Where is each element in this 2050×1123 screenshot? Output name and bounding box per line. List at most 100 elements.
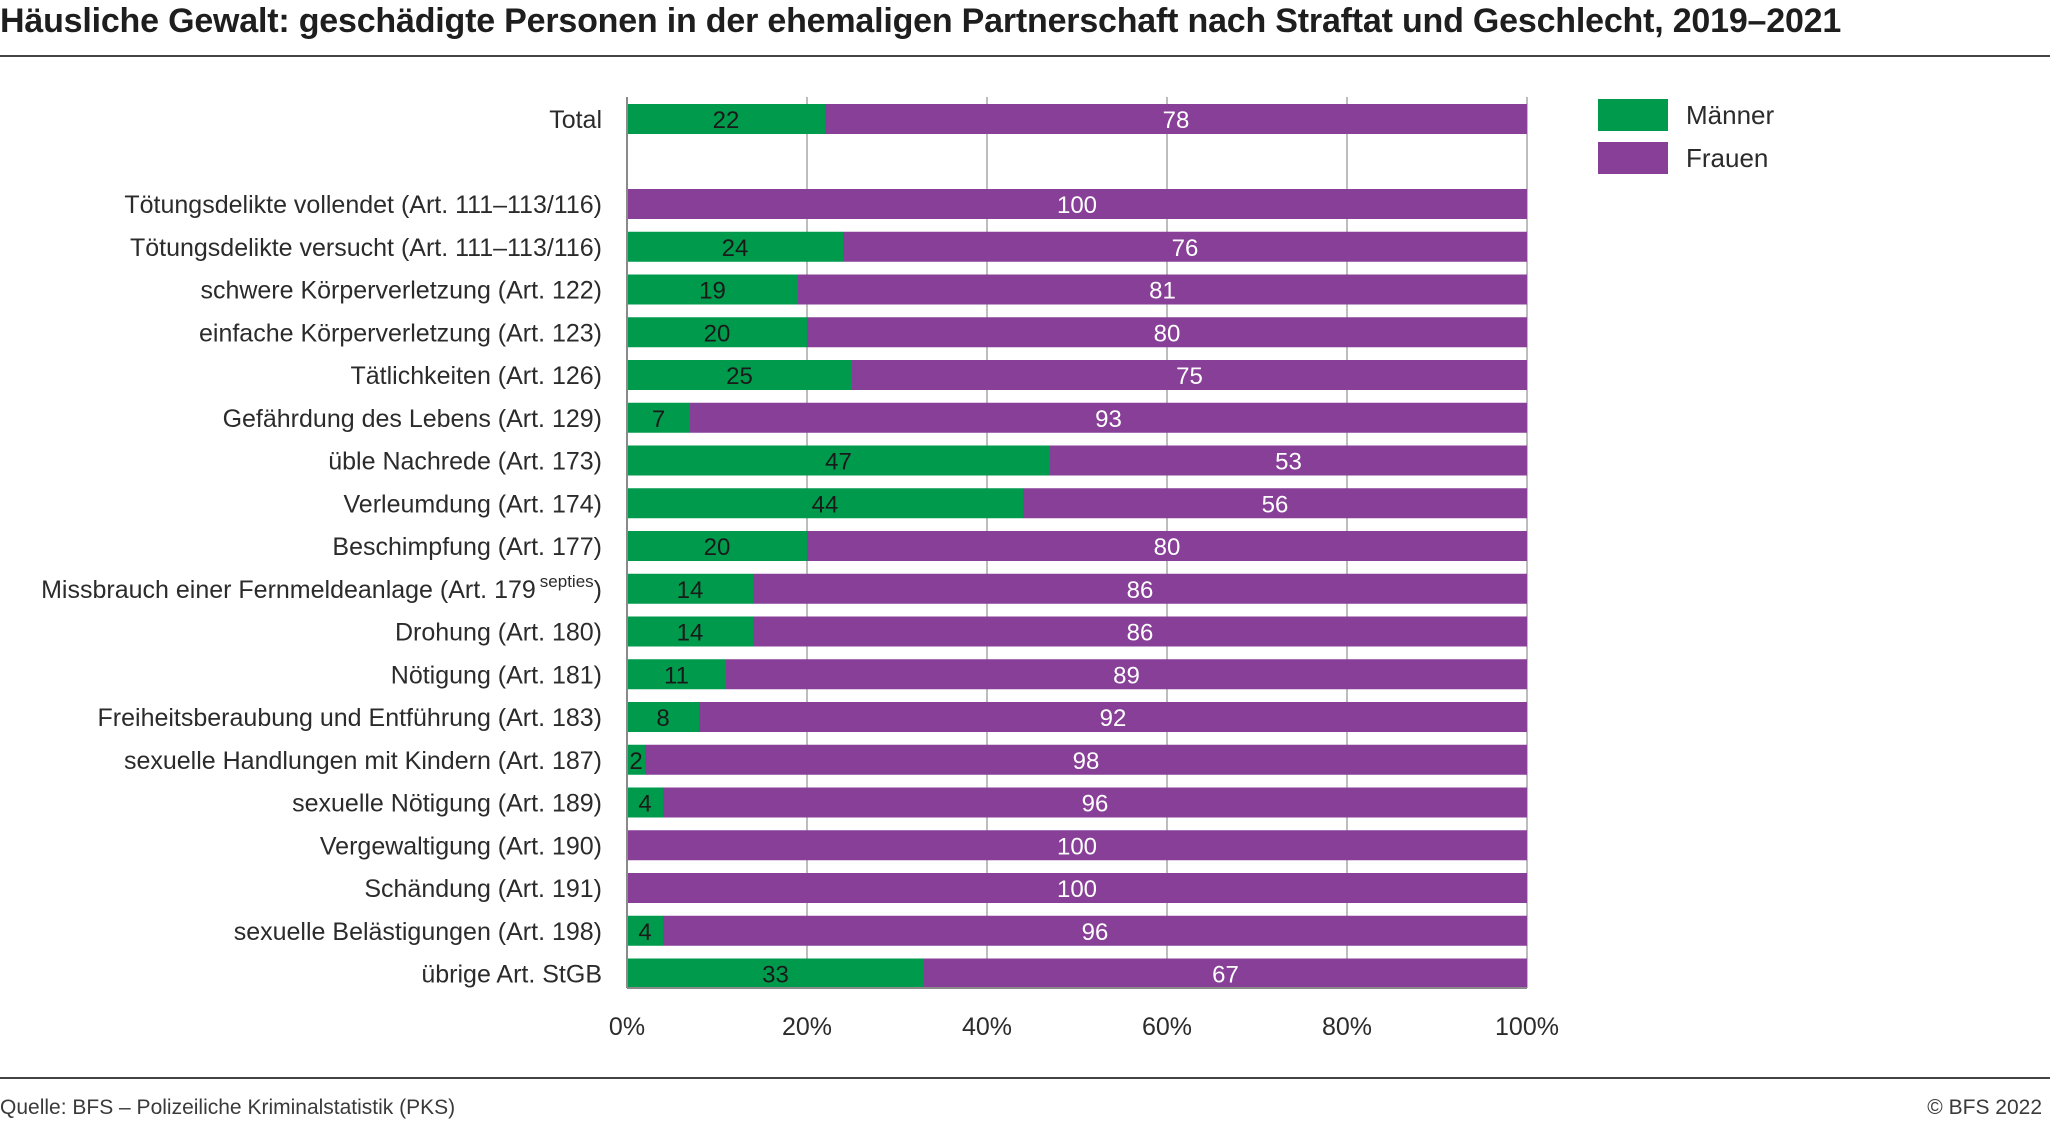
category-label: Tötungsdelikte versucht (Art. 111–113/11…: [130, 234, 602, 262]
data-label: 75: [1176, 363, 1203, 390]
category-label: Schändung (Art. 191): [364, 875, 602, 903]
data-label: 100: [1057, 876, 1097, 903]
category-label: Nötigung (Art. 181): [391, 661, 602, 689]
category-label: Tätlichkeiten (Art. 126): [351, 362, 603, 390]
data-label: 2: [629, 748, 642, 775]
bar-frauen: [690, 402, 1527, 433]
data-label: 86: [1127, 620, 1154, 647]
bar-maenner: [627, 915, 663, 946]
bar-maenner: [627, 402, 690, 433]
bar-frauen: [807, 531, 1527, 561]
data-label: 76: [1172, 235, 1199, 262]
category-label: sexuelle Belästigungen (Art. 198): [234, 918, 602, 946]
data-label: 25: [726, 363, 753, 390]
bar-frauen: [1050, 445, 1527, 476]
bar-frauen: [753, 573, 1527, 604]
legend-label: Männer: [1686, 100, 1774, 130]
bar-frauen: [726, 659, 1527, 690]
category-label: übrige Art. StGB: [421, 961, 602, 989]
x-tick-label: 20%: [782, 1013, 832, 1041]
data-label: 86: [1127, 577, 1154, 604]
bar-maenner: [627, 445, 1050, 476]
bar-maenner: [627, 531, 807, 561]
bar-maenner: [627, 958, 924, 989]
copyright-note: © BFS 2022: [1927, 1096, 2042, 1119]
data-label: 92: [1100, 705, 1127, 732]
bar-maenner: [627, 702, 699, 732]
data-label: 19: [699, 278, 726, 305]
category-label: Gefährdung des Lebens (Art. 129): [223, 405, 602, 433]
bar-frauen: [843, 231, 1527, 262]
bar-frauen: [627, 830, 1527, 861]
x-tick-label: 60%: [1142, 1013, 1192, 1041]
bar-frauen: [627, 873, 1527, 903]
data-label: 96: [1082, 791, 1109, 818]
data-label: 11: [664, 662, 689, 689]
category-label: Missbrauch einer Fernmeldeanlage (Art. 1…: [41, 572, 602, 604]
data-label: 47: [825, 449, 852, 476]
category-label: Drohung (Art. 180): [395, 619, 602, 647]
data-label: 20: [704, 534, 731, 561]
bar-frauen: [924, 958, 1527, 989]
bar-maenner: [627, 231, 843, 262]
category-label: Total: [549, 106, 602, 134]
data-label: 89: [1113, 662, 1140, 689]
data-label: 7: [652, 406, 665, 433]
data-label: 56: [1262, 491, 1289, 518]
footer-divider: [0, 1077, 2050, 1079]
category-label: sexuelle Handlungen mit Kindern (Art. 18…: [124, 747, 602, 775]
legend-swatch: [1598, 142, 1668, 174]
data-label: 14: [677, 577, 704, 604]
bar-maenner: [627, 573, 753, 604]
bar-frauen: [807, 317, 1527, 348]
bar-frauen: [699, 702, 1527, 732]
data-label: 93: [1095, 406, 1122, 433]
bar-frauen: [753, 616, 1527, 647]
data-label: 80: [1154, 320, 1181, 347]
data-label: 98: [1073, 748, 1100, 775]
category-label: sexuelle Nötigung (Art. 189): [292, 790, 602, 818]
bar-maenner: [627, 659, 726, 690]
category-label: Beschimpfung (Art. 177): [332, 533, 602, 561]
data-label: 14: [677, 620, 704, 647]
bar-frauen: [663, 787, 1527, 818]
x-tick-label: 100%: [1495, 1013, 1559, 1041]
category-label: üble Nachrede (Art. 173): [328, 448, 602, 476]
chart-title: Häusliche Gewalt: geschädigte Personen i…: [0, 2, 1842, 40]
data-label: 24: [722, 235, 749, 262]
bar-frauen: [825, 104, 1527, 134]
data-label: 100: [1057, 192, 1097, 219]
data-label: 22: [713, 107, 740, 134]
data-label: 4: [638, 791, 651, 818]
data-label: 67: [1212, 962, 1239, 989]
source-note: Quelle: BFS – Polizeiliche Kriminalstati…: [0, 1096, 456, 1119]
x-tick-label: 80%: [1322, 1013, 1372, 1041]
bar-frauen: [798, 274, 1527, 305]
data-label: 8: [656, 705, 669, 732]
bar-maenner: [627, 104, 825, 134]
data-label: 4: [638, 919, 651, 946]
category-label: Freiheitsberaubung und Entführung (Art. …: [98, 704, 602, 732]
title-divider: [0, 55, 2050, 57]
bar-maenner: [627, 787, 663, 818]
data-label: 44: [812, 491, 839, 518]
data-label: 53: [1275, 449, 1302, 476]
x-tick-label: 40%: [962, 1013, 1012, 1041]
category-label: Verleumdung (Art. 174): [344, 490, 602, 518]
bar-maenner: [627, 744, 645, 775]
bar-frauen: [627, 189, 1527, 219]
category-label: schwere Körperverletzung (Art. 122): [200, 277, 602, 305]
legend-label: Frauen: [1686, 143, 1768, 173]
bar-frauen: [645, 744, 1527, 775]
bar-maenner: [627, 274, 798, 305]
category-label: Vergewaltigung (Art. 190): [320, 832, 602, 860]
data-label: 80: [1154, 534, 1181, 561]
bar-frauen: [852, 360, 1527, 390]
data-label: 81: [1149, 278, 1176, 305]
data-label: 96: [1082, 919, 1109, 946]
data-label: 78: [1163, 107, 1190, 134]
bar-maenner: [627, 616, 753, 647]
category-label: Tötungsdelikte vollendet (Art. 111–113/1…: [124, 191, 602, 219]
category-label: einfache Körperverletzung (Art. 123): [199, 319, 602, 347]
